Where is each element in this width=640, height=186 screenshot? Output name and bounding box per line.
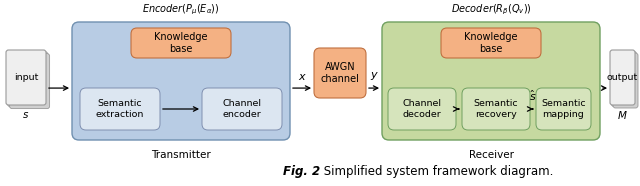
Text: Channel
decoder: Channel decoder bbox=[403, 99, 442, 119]
Text: $\mathit{Decoder}(R_{\beta}(Q_{v}))$: $\mathit{Decoder}(R_{\beta}(Q_{v}))$ bbox=[451, 3, 531, 17]
Text: Semantic
recovery: Semantic recovery bbox=[474, 99, 518, 119]
Text: Knowledge
base: Knowledge base bbox=[154, 32, 208, 54]
Text: Channel
encoder: Channel encoder bbox=[223, 99, 262, 119]
Text: $\mathit{Encoder}(P_{\mu}(E_{\alpha}))$: $\mathit{Encoder}(P_{\mu}(E_{\alpha}))$ bbox=[142, 3, 220, 17]
Text: $y$: $y$ bbox=[369, 70, 378, 82]
FancyBboxPatch shape bbox=[462, 88, 530, 130]
Text: Simplified system framework diagram.: Simplified system framework diagram. bbox=[320, 166, 554, 179]
FancyBboxPatch shape bbox=[131, 28, 231, 58]
FancyBboxPatch shape bbox=[610, 50, 635, 105]
FancyBboxPatch shape bbox=[72, 22, 290, 140]
FancyBboxPatch shape bbox=[441, 28, 541, 58]
Text: $x$: $x$ bbox=[298, 72, 307, 82]
FancyBboxPatch shape bbox=[314, 48, 366, 98]
FancyBboxPatch shape bbox=[10, 54, 50, 109]
Text: $\hat{s}$: $\hat{s}$ bbox=[529, 89, 537, 103]
Text: Knowledge
base: Knowledge base bbox=[464, 32, 518, 54]
Text: output: output bbox=[607, 73, 638, 82]
Text: AWGN
channel: AWGN channel bbox=[321, 62, 360, 84]
Text: Semantic
mapping: Semantic mapping bbox=[541, 99, 586, 119]
FancyBboxPatch shape bbox=[80, 88, 160, 130]
Text: Transmitter: Transmitter bbox=[151, 150, 211, 160]
Text: Receiver: Receiver bbox=[468, 150, 513, 160]
FancyBboxPatch shape bbox=[613, 53, 638, 108]
FancyBboxPatch shape bbox=[388, 88, 456, 130]
Text: $M$: $M$ bbox=[617, 109, 628, 121]
FancyBboxPatch shape bbox=[8, 52, 48, 107]
FancyBboxPatch shape bbox=[382, 22, 600, 140]
FancyBboxPatch shape bbox=[611, 52, 637, 107]
Text: input: input bbox=[14, 73, 38, 82]
FancyBboxPatch shape bbox=[202, 88, 282, 130]
FancyBboxPatch shape bbox=[536, 88, 591, 130]
Text: Fig. 2: Fig. 2 bbox=[283, 166, 320, 179]
Text: Semantic
extraction: Semantic extraction bbox=[96, 99, 144, 119]
FancyBboxPatch shape bbox=[6, 50, 46, 105]
Text: $s$: $s$ bbox=[22, 110, 29, 120]
